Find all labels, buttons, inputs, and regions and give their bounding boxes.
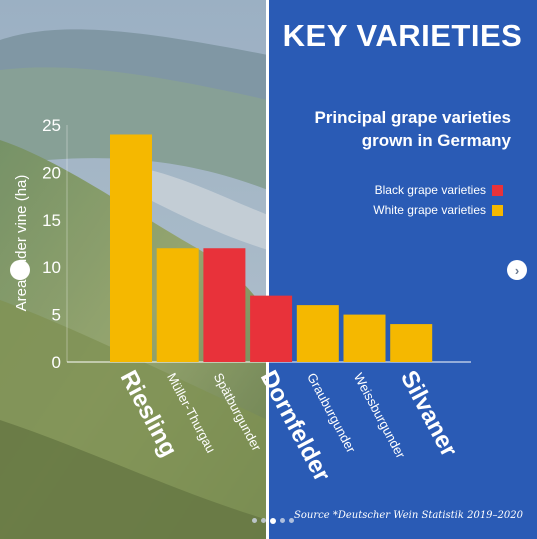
chart-bars [110, 134, 433, 362]
legend-item-white: White grape varieties [373, 202, 503, 218]
legend-swatch-black [492, 184, 503, 196]
info-panel [268, 0, 537, 539]
bar-weissburgunder [343, 314, 386, 362]
y-tick-label: 25 [42, 116, 61, 135]
pager-dot[interactable] [289, 518, 294, 523]
y-tick-label: 20 [42, 163, 61, 182]
y-axis-label: Area under vine (ha) [13, 175, 30, 312]
pager-dot[interactable] [252, 518, 257, 523]
panel-divider [266, 0, 269, 539]
source-note: Source *Deutscher Wein Statistik 2019–20… [294, 510, 523, 521]
next-slide-button[interactable]: › [507, 260, 527, 280]
y-tick-label: 0 [52, 353, 61, 372]
x-tick-label: Spätburgunder [211, 370, 265, 454]
chevron-right-icon: › [514, 262, 520, 278]
pager-dot[interactable] [261, 518, 266, 523]
bar-m-ller-thurgau [156, 248, 199, 362]
y-tick-label: 15 [42, 211, 61, 230]
bar-dornfelder [250, 295, 293, 362]
pager-dots [252, 517, 294, 524]
chart-title: Principal grape varieties grown in Germa… [314, 108, 511, 150]
legend-item-black: Black grape varieties [375, 182, 503, 198]
y-tick-label: 10 [42, 258, 61, 277]
page-title: KEY VARIETIES [282, 18, 523, 53]
pager-dot[interactable] [270, 517, 276, 524]
chart-y-labels: 0 5 10 15 20 25 [42, 116, 61, 372]
legend-swatch-white [492, 204, 503, 216]
chart-x-labels: RieslingMüller-ThurgauSpätburgunderDornf… [115, 366, 463, 486]
pager-dot[interactable] [280, 518, 285, 523]
bar-grauburgunder [296, 305, 339, 362]
legend-label-white: White grape varieties [373, 203, 486, 217]
bar-riesling [110, 134, 152, 362]
legend-label-black: Black grape varieties [374, 183, 486, 197]
prev-slide-button[interactable] [10, 260, 30, 280]
bar-sp-tburgunder [203, 248, 246, 362]
y-tick-label: 5 [52, 306, 61, 325]
bar-silvaner [390, 324, 433, 362]
